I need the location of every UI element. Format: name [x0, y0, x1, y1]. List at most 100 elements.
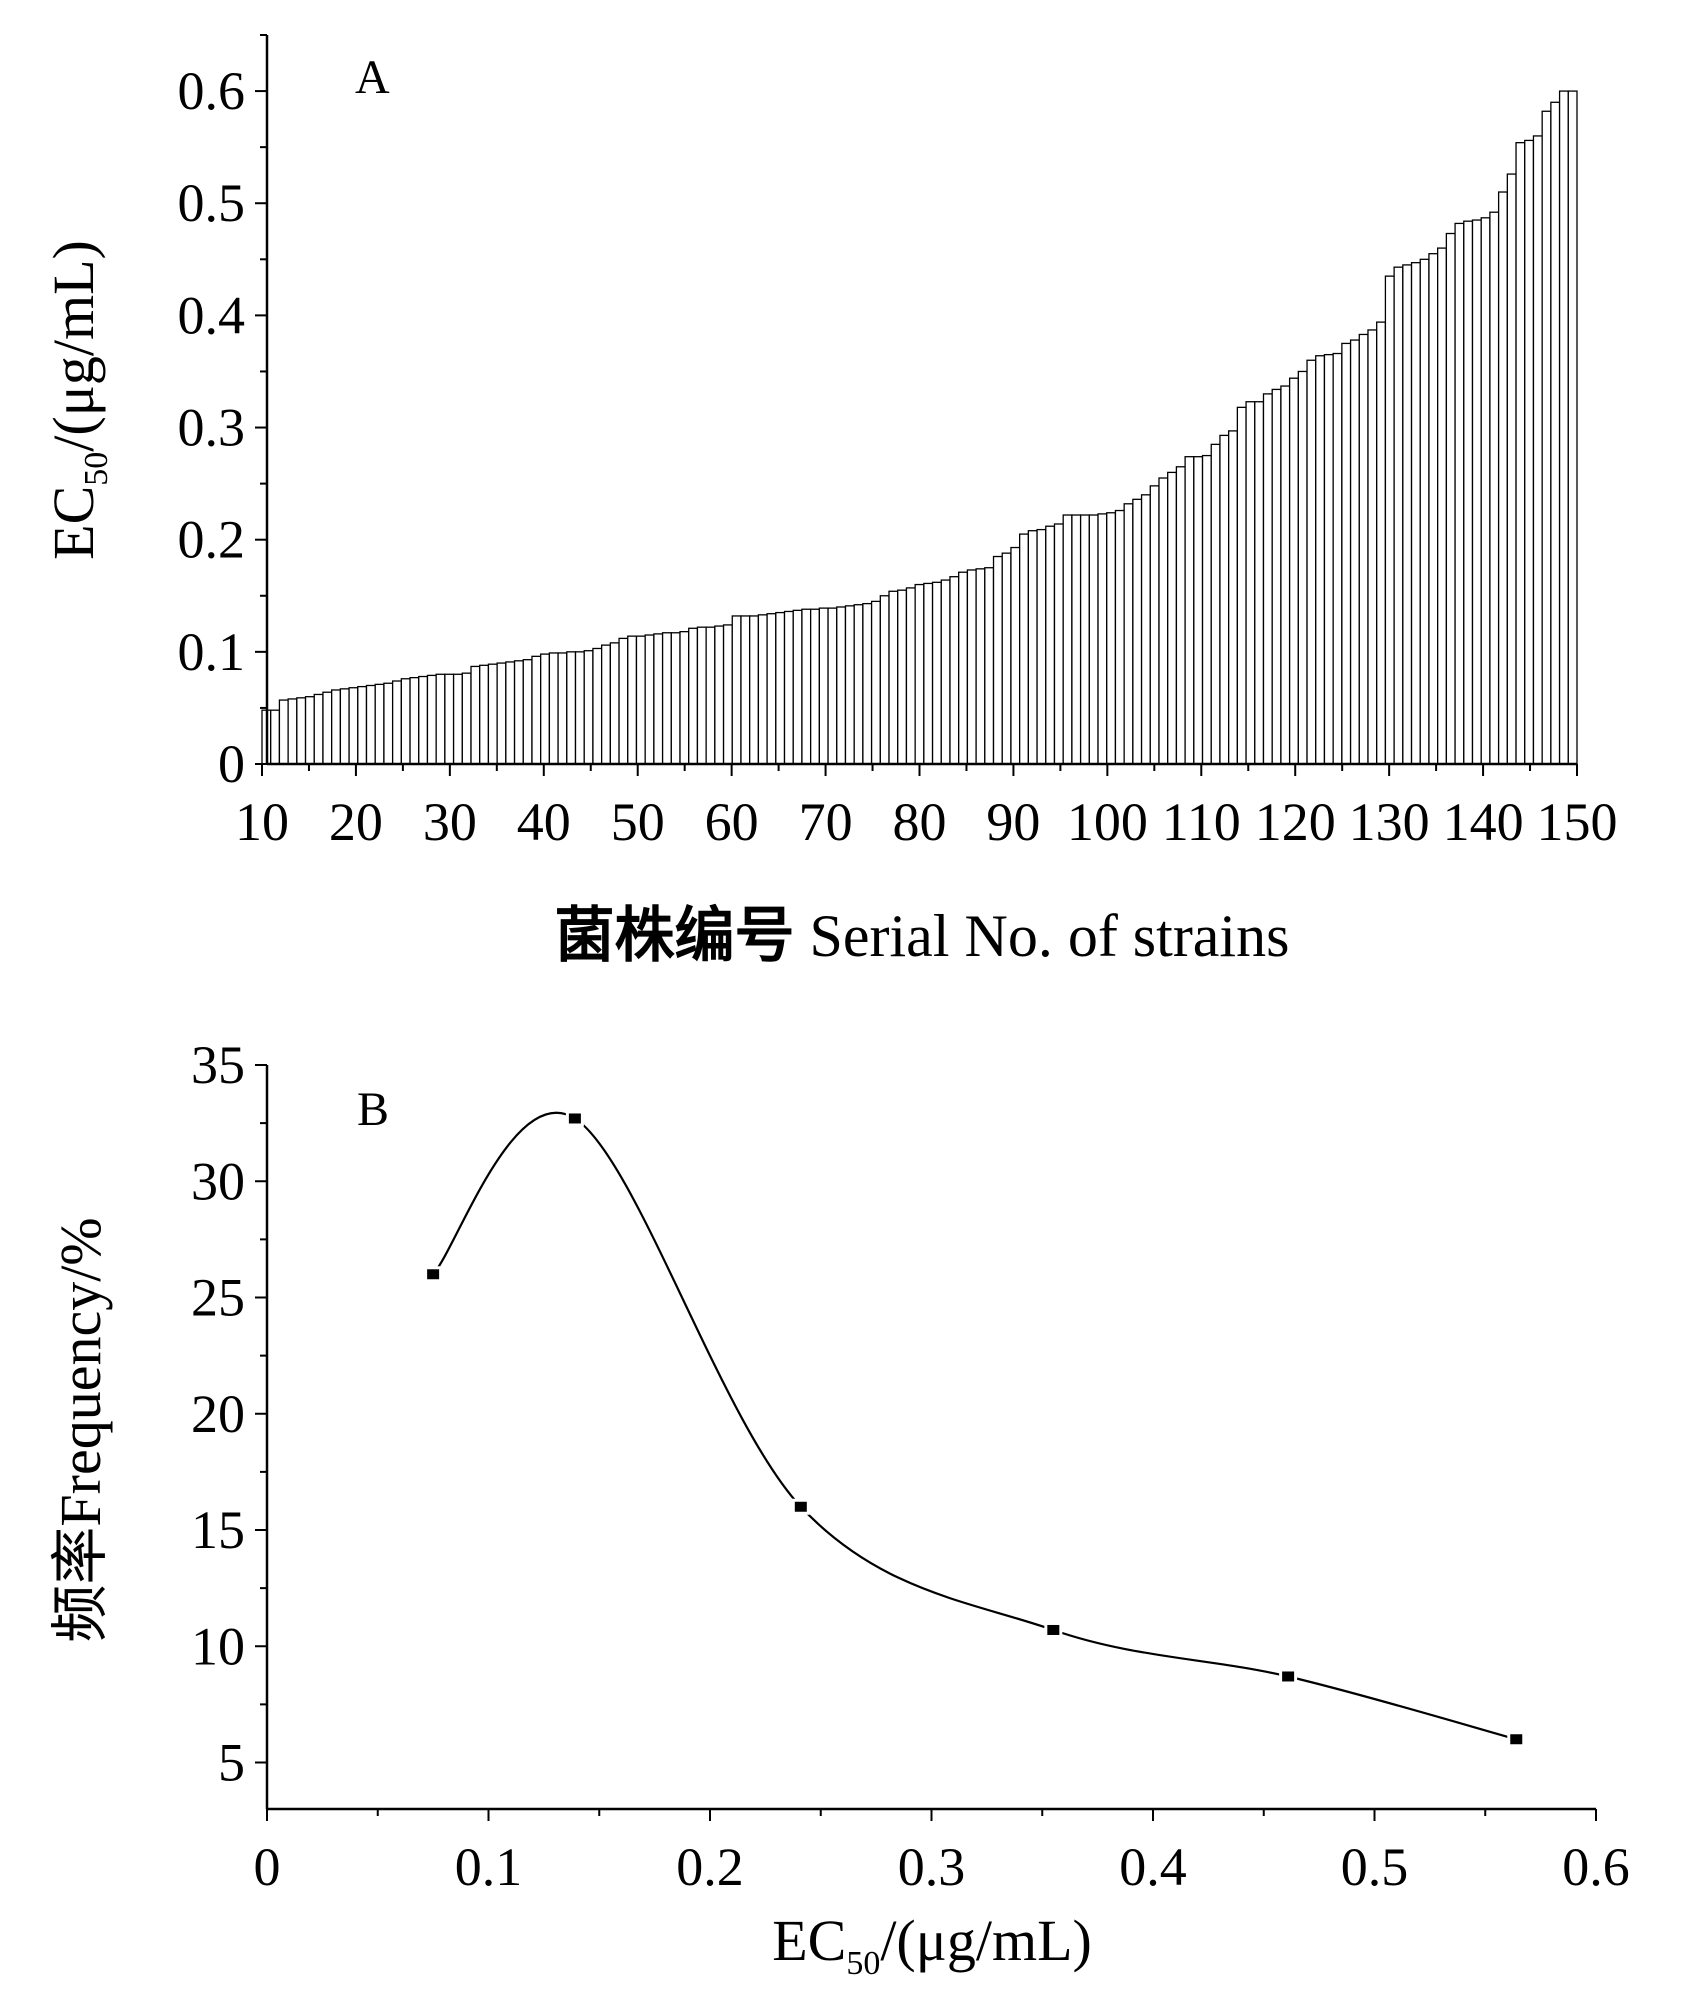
bar-strain-114: [1245, 401, 1256, 765]
bar-strain-48: [670, 632, 681, 765]
bar-strain-77: [923, 582, 934, 765]
panel-a-x-tick-label: 10: [235, 792, 289, 852]
bar-strain-75: [905, 587, 916, 765]
bar-strain-33: [540, 653, 551, 765]
panel-a-x-title-en: Serial No. of strains: [810, 903, 1290, 969]
bar-strain-120: [1297, 370, 1308, 765]
bar-strain-47: [661, 632, 672, 765]
bar-strain-38: [583, 650, 594, 765]
bar-strain-96: [1088, 514, 1099, 765]
panel-a-x-tick-label: 110: [1162, 792, 1241, 852]
bar-strain-79: [940, 579, 951, 765]
point-marker-5: [1282, 1671, 1295, 1682]
bar-strain-16: [391, 680, 402, 765]
bar-strain-41: [609, 642, 620, 765]
bar-strain-32: [531, 655, 542, 765]
bar-strain-10: [339, 688, 350, 765]
bar-strain-53: [714, 625, 725, 765]
panel-b-y-axis-title: 频率Frequency/%: [48, 1217, 113, 1642]
panel-a-label: A: [355, 51, 390, 104]
bar-strain-143: [1497, 191, 1508, 765]
bar-strain-60: [775, 611, 786, 765]
bar-strain-66: [827, 607, 838, 765]
point-marker-1: [427, 1269, 440, 1280]
bar-strain-107: [1184, 456, 1195, 765]
bar-strain-98: [1106, 512, 1117, 765]
bar-strain-113: [1236, 406, 1247, 765]
bar-strain-21: [435, 673, 446, 765]
panel-a-x-tick-label: 20: [329, 792, 383, 852]
bar-strain-95: [1079, 514, 1090, 765]
panel-a-y-tick-label: 0.6: [178, 61, 246, 121]
bar-strain-72: [879, 595, 890, 765]
bar-strain-50: [688, 627, 699, 765]
bar-strain-122: [1315, 355, 1326, 765]
panel-b-x-axis-title: EC50/(μg/mL): [772, 1908, 1092, 1982]
bar-strain-84: [984, 567, 995, 765]
bar-strain-89: [1027, 530, 1038, 765]
bar-strain-27: [487, 663, 498, 765]
bar-strain-58: [757, 614, 768, 765]
bar-strain-117: [1271, 388, 1282, 765]
bar-strain-146: [1524, 139, 1535, 765]
bar-strain-6: [304, 696, 315, 765]
bar-strain-17: [400, 678, 411, 765]
bar-strain-34: [548, 652, 559, 765]
bar-strain-44: [635, 635, 646, 765]
panel-b-markers: [424, 1110, 1526, 1748]
bar-strain-85: [992, 555, 1003, 765]
panel-b-x-tick-label: 0.2: [676, 1837, 744, 1897]
bar-strain-51: [696, 626, 707, 765]
bar-strain-76: [914, 583, 925, 765]
bar-strain-97: [1097, 513, 1108, 765]
bar-strain-24: [461, 672, 472, 765]
bar-strain-108: [1193, 456, 1204, 765]
bar-strain-80: [949, 576, 960, 765]
bar-strain-134: [1419, 258, 1430, 765]
panel-a-y-title-rest: /(μg/mL): [41, 240, 106, 452]
bar-strain-147: [1532, 135, 1543, 765]
bar-strain-104: [1158, 477, 1169, 765]
bar-strain-109: [1201, 454, 1212, 765]
bar-strain-55: [731, 615, 742, 765]
bar-strain-43: [627, 635, 638, 765]
panel-a-ticks: 0 0.1 0.2 0.3 0.4 0.5 0.6 10 20 30 40 50 60 70 80 90 100…: [178, 34, 1618, 852]
panel-b-x-tick-label: 0: [254, 1837, 281, 1897]
bar-strain-103: [1149, 485, 1160, 765]
bar-strain-149: [1550, 101, 1561, 765]
bar-strain-124: [1332, 352, 1343, 765]
panel-b-y-tick-label: 25: [191, 1268, 245, 1328]
bar-strain-112: [1228, 430, 1239, 765]
panel-b-frequency-curve: [432, 1111, 1517, 1741]
panel-a-y-axis-title: EC50/(μg/mL): [41, 240, 115, 560]
bar-strain-15: [383, 682, 394, 765]
bar-strain-64: [809, 608, 821, 765]
bar-strain-151: [1567, 90, 1578, 765]
panel-b-x-tick-label: 0.4: [1119, 1837, 1187, 1897]
bar-strain-70: [862, 602, 873, 765]
panel-b-x-title-main: EC: [772, 1908, 846, 1973]
bar-strain-74: [897, 589, 908, 765]
bar-strain-125: [1341, 342, 1352, 765]
panel-b-y-tick-label: 10: [191, 1616, 245, 1676]
bar-strain-139: [1463, 220, 1474, 765]
bar-strain-12: [357, 685, 368, 765]
bar-strain-13: [365, 684, 376, 765]
bar-strain-135: [1428, 253, 1439, 765]
panel-b-y-tick-label: 15: [191, 1500, 245, 1560]
panel-a-y-tick-label: 0.4: [178, 285, 246, 345]
bar-strain-92: [1053, 523, 1064, 765]
bar-strain-69: [853, 604, 864, 765]
bar-strain-5: [296, 697, 307, 765]
bar-strain-18: [409, 676, 420, 765]
bar-strain-110: [1210, 443, 1221, 765]
panel-a-y-tick-label: 0.5: [178, 173, 246, 233]
bar-strain-67: [836, 606, 847, 765]
bar-strain-86: [1001, 552, 1012, 765]
panel-b-y-tick-label: 5: [218, 1733, 245, 1793]
panel-b-label: B: [357, 1083, 389, 1136]
bar-strain-140: [1471, 219, 1482, 765]
bar-strain-100: [1123, 503, 1134, 765]
panel-a-x-tick-label: 70: [799, 792, 853, 852]
